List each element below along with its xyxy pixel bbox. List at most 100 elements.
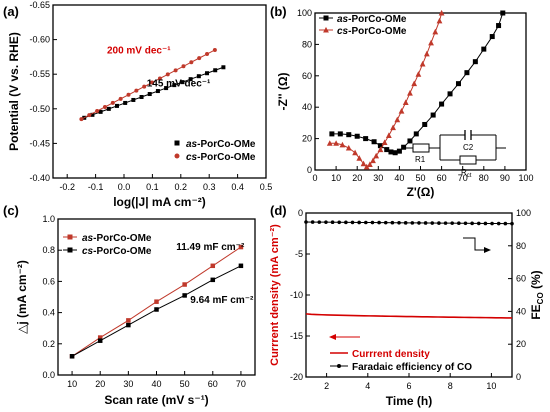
data-point (210, 277, 216, 283)
data-point (69, 354, 75, 359)
data-point (337, 131, 343, 137)
series-line (84, 66, 224, 119)
y-tick-label: -0.55 (29, 69, 50, 79)
data-point (126, 318, 131, 323)
y-tick-label: 0.8 (42, 245, 55, 255)
data-point (402, 99, 409, 105)
data-point (438, 9, 445, 16)
data-point (238, 263, 244, 269)
data-point (363, 136, 369, 142)
data-point (364, 220, 368, 225)
x-tick-label: 0.5 (260, 182, 273, 192)
data-point (172, 83, 177, 88)
data-point (394, 116, 401, 123)
data-point (381, 139, 388, 146)
x-axis-label: Z'(Ω) (407, 185, 435, 199)
y-tick-label: -0.50 (29, 104, 50, 114)
data-point (356, 155, 363, 161)
data-point (150, 80, 155, 85)
data-point (437, 221, 441, 225)
x-tick-label: 70 (236, 379, 246, 389)
data-point (131, 97, 136, 102)
capacitance-annotation: 9.64 mF cm⁻² (190, 295, 254, 306)
data-point (417, 221, 421, 225)
x-tick-label: 60 (208, 379, 218, 389)
x-tick-label: 80 (479, 173, 489, 183)
data-point (189, 60, 194, 65)
data-point (392, 150, 398, 156)
x-tick-label: 0.3 (203, 182, 216, 192)
data-point (397, 220, 401, 225)
legend-marker (174, 140, 180, 146)
data-point (455, 81, 461, 87)
data-point (147, 92, 152, 97)
x-tick-label: 8 (448, 381, 453, 391)
y-tick-label-right: 60 (516, 274, 526, 284)
x-tick-label: 0.1 (146, 182, 159, 192)
data-point (157, 76, 162, 81)
y-tick-label: 60 (302, 71, 312, 81)
data-point (450, 221, 454, 225)
data-point (483, 221, 488, 226)
legend-marker (67, 234, 73, 240)
y-tick-label-left: -10 (290, 290, 303, 300)
y-tick-label: -0.40 (29, 173, 50, 183)
y-axis-label-left: Currrent density (mA cm⁻²) (269, 224, 281, 366)
data-point (210, 263, 216, 269)
data-point (139, 94, 144, 99)
resistor-rct (459, 155, 477, 165)
data-point (134, 88, 139, 93)
x-tick-label: 0.0 (118, 182, 131, 192)
legend-label: as-PorCo-OMe (337, 14, 407, 25)
data-point (354, 133, 360, 139)
data-point (352, 149, 358, 156)
y-tick-label: 40 (302, 102, 312, 112)
data-point (196, 74, 201, 79)
y-tick-label: 20 (302, 134, 312, 144)
capacitance-annotation: 11.49 mF cm⁻² (176, 242, 245, 253)
y-tick-label: -0.65 (29, 0, 50, 10)
y-tick-label: 80 (302, 39, 312, 49)
data-point (126, 322, 131, 328)
data-point (188, 77, 193, 82)
x-axis-label: log(|J| mA cm⁻²) (113, 195, 206, 209)
slope-annotation: 145 mV dec⁻¹ (147, 79, 211, 90)
y-axis-label: △j (mA cm⁻²) (15, 260, 29, 334)
x-axis-label: Time (h) (386, 394, 432, 408)
x-tick-label: 2 (324, 381, 329, 391)
data-point (324, 220, 328, 224)
panel-label: (d) (270, 203, 287, 218)
y-tick-label: -0.45 (29, 138, 50, 148)
data-point (95, 109, 100, 114)
data-point (401, 144, 407, 150)
data-point (310, 220, 315, 224)
legend-label: Faradaic efficiency of CO (352, 362, 472, 373)
data-point (346, 132, 352, 138)
legend-marker (67, 247, 73, 253)
data-point (390, 124, 396, 131)
data-point (410, 221, 415, 225)
x-tick-label: 30 (123, 379, 133, 389)
data-point (383, 220, 388, 225)
data-point (411, 80, 418, 87)
data-point (360, 160, 367, 167)
data-point (79, 117, 84, 122)
data-point (423, 221, 428, 225)
data-point (106, 106, 111, 111)
data-point (377, 143, 383, 149)
current-density-line (305, 313, 513, 319)
data-point (422, 121, 428, 127)
panel-a-tafel-plot: -0.2 -0.1 0.0 0.1 0.2 0.3 0.4 0.5 -0.40 -0.45 -0.5… (3, 0, 272, 209)
data-point (371, 139, 377, 145)
data-point (463, 221, 468, 226)
panel-label: (a) (3, 4, 19, 19)
legend-label: as-PorCo-OMe (186, 139, 256, 150)
x-tick-label: 20 (95, 379, 105, 389)
data-point (182, 293, 187, 298)
data-point (180, 80, 185, 85)
data-point (357, 220, 361, 225)
data-point (333, 140, 339, 146)
data-point (110, 100, 115, 105)
x-tick-label: 0.4 (231, 182, 244, 192)
data-point (182, 282, 187, 287)
